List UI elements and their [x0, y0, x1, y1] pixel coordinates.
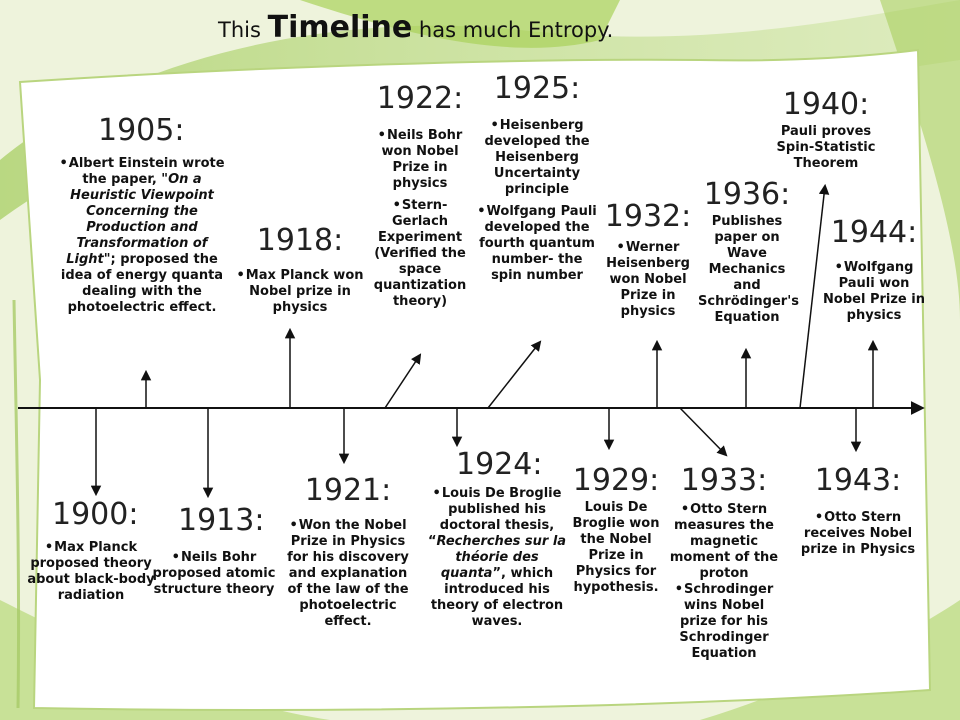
event-1940: 1940: Pauli proves Spin-Statistic Theore…	[764, 88, 888, 172]
event-year: 1943:	[814, 463, 902, 498]
event-1905: 1905: Albert Einstein wrote the paper, "…	[52, 114, 232, 316]
event-year: 1933:	[680, 463, 768, 498]
event-year: 1921:	[304, 473, 392, 508]
event-1921: 1921: Won the Nobel Prize in Physics for…	[284, 474, 412, 630]
event-bullet: Heisenberg developed the Heisenberg Unce…	[474, 118, 600, 198]
event-year: 1940:	[782, 87, 870, 122]
event-bullet: Albert Einstein wrote the paper, "On a H…	[52, 156, 232, 316]
event-1918: 1918: Max Planck won Nobel prize in phys…	[228, 224, 372, 316]
event-bullet: Max Planck won Nobel prize in physics	[228, 268, 372, 316]
event-year: 1918:	[256, 223, 344, 258]
event-1933: 1933: Otto Stern measures the magnetic m…	[664, 464, 784, 662]
title-prefix: This	[218, 18, 261, 42]
event-bullet: Neils Bohr proposed atomic structure the…	[152, 550, 276, 598]
event-bullet: Publishes paper on Wave Mechanics and Sc…	[698, 214, 799, 325]
event-year: 1936:	[703, 177, 791, 212]
event-bullet: Wolfgang Pauli won Nobel Prize in physic…	[816, 260, 932, 324]
event-year: 1905:	[98, 113, 185, 148]
event-bullet: Louis De Broglie published his doctoral …	[424, 486, 570, 630]
event-year: 1925:	[493, 71, 581, 106]
event-year: 1944:	[830, 215, 918, 250]
page-title: This Timeline has much Entropy.	[218, 10, 638, 45]
event-year: 1924:	[456, 447, 543, 482]
event-year: 1932:	[604, 199, 692, 234]
event-1900: 1900: Max Planck proposed theory about b…	[26, 498, 156, 604]
event-bullet: Schrodinger wins Nobel prize for his Sch…	[664, 582, 784, 662]
event-bullet: Louis De Broglie won the Nobel Prize in …	[572, 500, 660, 595]
event-1929: 1929: Louis De Broglie won the Nobel Pri…	[568, 464, 664, 596]
event-1922: 1922: Neils Bohr won Nobel Prize in phys…	[370, 82, 470, 310]
event-bullet: Otto Stern receives Nobel prize in Physi…	[796, 510, 920, 558]
arrow-1940	[799, 183, 830, 409]
event-1936: 1936: Publishes paper on Wave Mechanics …	[692, 178, 802, 326]
event-bullet: Otto Stern measures the magnetic moment …	[664, 502, 784, 582]
event-year: 1922:	[376, 81, 464, 116]
arrow-1925	[487, 340, 542, 409]
event-1924: 1924: Louis De Broglie published his doc…	[424, 448, 570, 630]
event-bullet: Neils Bohr won Nobel Prize in physics	[370, 128, 470, 192]
event-1925: 1925: Heisenberg developed the Heisenber…	[474, 72, 600, 284]
event-year: 1900:	[52, 497, 139, 532]
event-1944: 1944: Wolfgang Pauli won Nobel Prize in …	[816, 216, 932, 324]
event-bullet: Wolfgang Pauli developed the fourth quan…	[474, 204, 600, 284]
event-year: 1929:	[572, 463, 660, 498]
title-suffix: has much Entropy.	[418, 18, 614, 42]
event-1932: 1932: Werner Heisenberg won Nobel Prize …	[600, 200, 696, 320]
event-bullet: Won the Nobel Prize in Physics for his d…	[284, 518, 412, 630]
event-bullet: Max Planck proposed theory about black-b…	[26, 540, 156, 604]
event-1913: 1913: Neils Bohr proposed atomic structu…	[152, 504, 276, 598]
event-1943: 1943: Otto Stern receives Nobel prize in…	[796, 464, 920, 558]
event-bullet: Stern-Gerlach Experiment (Verified the s…	[370, 198, 470, 310]
title-emphasis: Timeline	[267, 10, 413, 45]
event-bullet: Werner Heisenberg won Nobel Prize in phy…	[600, 240, 696, 320]
arrow-1922	[384, 353, 422, 409]
event-bullet: Pauli proves Spin-Statistic Theorem	[776, 124, 876, 171]
arrow-1933	[679, 407, 728, 457]
event-year: 1913:	[178, 503, 265, 538]
